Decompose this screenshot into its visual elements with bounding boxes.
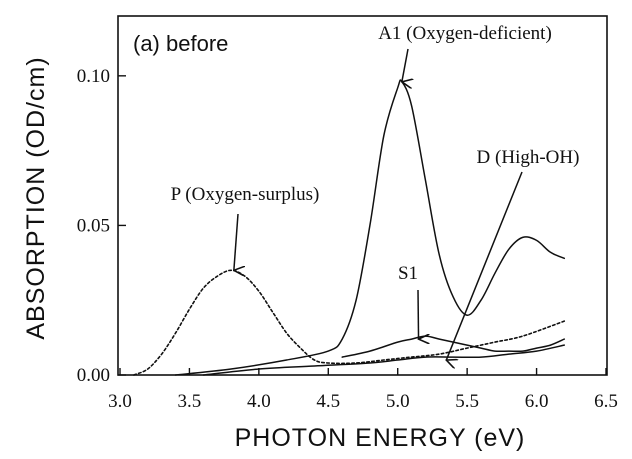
annotation-d-arrow — [446, 171, 523, 360]
annotation-a1-arrow — [402, 48, 408, 82]
annotation-p-label: P (Oxygen-surplus) — [171, 184, 320, 205]
x-tick-label: 5.5 — [455, 391, 479, 412]
x-tick-label: 3.0 — [108, 391, 132, 412]
annotation-a1-label: A1 (Oxygen-deficient) — [378, 23, 552, 44]
x-tick-label: 6.0 — [525, 391, 549, 412]
series-p-oxygen-surplus — [133, 269, 566, 376]
series-s1 — [341, 335, 566, 358]
x-tick-label: 5.0 — [386, 391, 410, 412]
panel-label: (a) before — [133, 31, 228, 56]
x-tick-label: 4.5 — [316, 391, 340, 412]
x-tick-label: 4.0 — [247, 391, 271, 412]
y-tick-label: 0.05 — [77, 215, 110, 236]
annotation-s1-arrow — [417, 289, 419, 339]
annotation-p-arrow — [234, 213, 238, 270]
x-axis-title: PHOTON ENERGY (eV) — [235, 424, 526, 452]
plot-frame — [117, 15, 608, 376]
annotation-d-label: D (High-OH) — [477, 147, 580, 168]
y-axis-title: ABSORPTION (OD/cm) — [22, 56, 50, 339]
y-tick-label: 0.00 — [77, 365, 110, 386]
series-d-high-oh — [202, 344, 566, 376]
x-tick-label: 3.5 — [178, 391, 202, 412]
series-a1-oxygen-deficient — [174, 79, 566, 376]
annotation-s1-label: S1 — [398, 263, 418, 284]
x-tick-label: 6.5 — [594, 391, 618, 412]
y-tick-label: 0.10 — [77, 66, 110, 87]
